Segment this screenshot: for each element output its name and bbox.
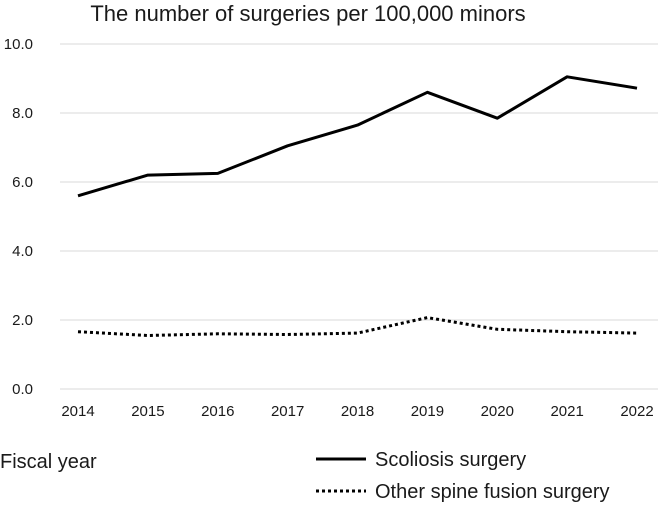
x-tick-label: 2019	[411, 403, 444, 420]
x-axis-tick-labels: 2014 2015 2016 2017 2018 2019 2020 2021 2022	[61, 403, 653, 420]
legend-label: Other spine fusion surgery	[375, 481, 610, 503]
x-axis-label: Fiscal year	[0, 451, 97, 473]
x-tick-label: 2014	[61, 403, 94, 420]
x-tick-label: 2022	[620, 403, 653, 420]
chart-title: The number of surgeries per 100,000 mino…	[90, 1, 525, 26]
y-tick-label: 2.0	[12, 312, 33, 329]
x-tick-label: 2021	[550, 403, 583, 420]
gridlines	[60, 43, 658, 390]
x-tick-label: 2015	[131, 403, 164, 420]
data-series	[77, 75, 638, 337]
x-tick-label: 2016	[201, 403, 234, 420]
legend: Scoliosis surgery Other spine fusion surg…	[316, 449, 610, 503]
y-tick-label: 8.0	[12, 105, 33, 122]
y-tick-label: 10.0	[4, 36, 33, 53]
x-tick-label: 2017	[271, 403, 304, 420]
x-tick-label: 2020	[481, 403, 514, 420]
legend-label: Scoliosis surgery	[375, 449, 526, 471]
y-tick-label: 0.0	[12, 381, 33, 398]
y-tick-label: 4.0	[12, 243, 33, 260]
x-tick-label: 2018	[341, 403, 374, 420]
series-line-other-spine-fusion-surgery	[77, 316, 638, 337]
series-line-scoliosis-surgery	[77, 75, 638, 198]
y-tick-label: 6.0	[12, 174, 33, 191]
y-axis-tick-labels: 0.0 2.0 4.0 6.0 8.0 10.0	[4, 36, 33, 398]
